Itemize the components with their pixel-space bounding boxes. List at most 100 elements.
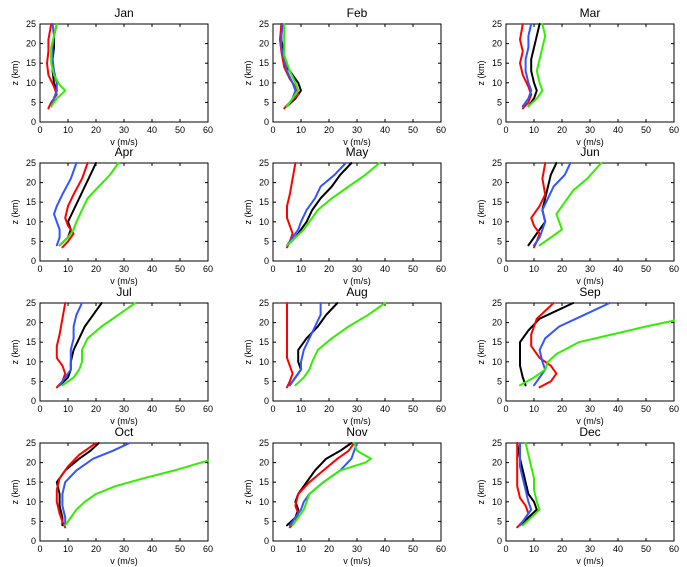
y-tick-label: 20 bbox=[26, 318, 36, 328]
y-axis-label: z (km) bbox=[10, 340, 20, 365]
x-tick-label: 20 bbox=[324, 264, 334, 274]
x-tick-label: 20 bbox=[324, 404, 334, 414]
series-blue-aug bbox=[288, 302, 322, 387]
x-tick-label: 60 bbox=[436, 544, 446, 554]
x-tick-label: 0 bbox=[37, 264, 42, 274]
y-tick-label: 15 bbox=[26, 58, 36, 68]
x-axis-label: v (m/s) bbox=[343, 416, 371, 426]
x-tick-label: 0 bbox=[270, 404, 275, 414]
x-tick-label: 30 bbox=[352, 125, 362, 135]
x-tick-label: 40 bbox=[613, 264, 623, 274]
series-black-aug bbox=[288, 302, 339, 387]
y-tick-label: 0 bbox=[31, 536, 36, 546]
y-tick-label: 25 bbox=[259, 438, 269, 448]
y-tick-label: 15 bbox=[259, 337, 269, 347]
plot-frame bbox=[39, 162, 209, 262]
x-tick-label: 50 bbox=[408, 125, 418, 135]
series-black-mar bbox=[527, 23, 541, 108]
y-tick-label: 20 bbox=[259, 318, 269, 328]
x-axis-label: v (m/s) bbox=[343, 137, 371, 147]
series-blue-may bbox=[286, 162, 347, 247]
y-tick-label: 15 bbox=[26, 197, 36, 207]
y-axis-label: z (km) bbox=[476, 200, 486, 225]
x-tick-label: 30 bbox=[119, 404, 129, 414]
y-tick-label: 10 bbox=[26, 357, 36, 367]
plot-frame bbox=[505, 162, 675, 262]
series-green-aug bbox=[294, 302, 386, 387]
y-tick-label: 10 bbox=[259, 217, 269, 227]
x-tick-label: 20 bbox=[91, 544, 101, 554]
panel-feb: Feb 0 10 20 30 40 50 60 0 5 10 15 20 25 v (m/s) z (km) bbox=[243, 6, 446, 147]
panel-title-may: May bbox=[346, 145, 369, 159]
panel-title-nov: Nov bbox=[346, 425, 367, 439]
panel-title-feb: Feb bbox=[347, 6, 368, 20]
series-green-jun bbox=[538, 162, 603, 247]
x-tick-label: 50 bbox=[641, 404, 651, 414]
y-axis-label: z (km) bbox=[476, 480, 486, 505]
y-tick-label: 25 bbox=[259, 298, 269, 308]
x-tick-label: 0 bbox=[503, 404, 508, 414]
y-tick-label: 5 bbox=[497, 97, 502, 107]
y-tick-label: 10 bbox=[492, 497, 502, 507]
series-green-jan bbox=[50, 23, 67, 108]
x-tick-label: 10 bbox=[529, 544, 539, 554]
x-tick-label: 40 bbox=[380, 125, 390, 135]
y-tick-label: 25 bbox=[259, 19, 269, 29]
y-tick-label: 20 bbox=[492, 318, 502, 328]
x-tick-label: 40 bbox=[147, 404, 157, 414]
x-tick-label: 0 bbox=[270, 125, 275, 135]
x-tick-label: 60 bbox=[669, 125, 679, 135]
y-tick-label: 5 bbox=[497, 376, 502, 386]
series-green-may bbox=[286, 162, 381, 247]
x-tick-label: 60 bbox=[203, 404, 213, 414]
series-blue-sep bbox=[533, 302, 611, 387]
series-red-oct bbox=[55, 442, 97, 529]
panel-nov: Nov 0 10 20 30 40 50 60 0 5 10 15 20 25 v (m/s) z (km) bbox=[243, 425, 446, 566]
x-axis-label: v (m/s) bbox=[110, 137, 138, 147]
x-tick-label: 10 bbox=[63, 404, 73, 414]
series-blue-oct bbox=[61, 442, 131, 527]
y-axis-label: z (km) bbox=[476, 340, 486, 365]
series-red-apr bbox=[61, 162, 89, 249]
y-tick-label: 5 bbox=[31, 516, 36, 526]
series-blue-jun bbox=[533, 162, 572, 247]
x-tick-label: 10 bbox=[63, 264, 73, 274]
panel-title-jun: Jun bbox=[580, 145, 599, 159]
x-tick-label: 60 bbox=[203, 125, 213, 135]
y-tick-label: 0 bbox=[497, 256, 502, 266]
y-tick-label: 5 bbox=[497, 236, 502, 246]
x-tick-label: 60 bbox=[669, 544, 679, 554]
x-tick-label: 60 bbox=[203, 544, 213, 554]
series-blue-dec bbox=[519, 442, 533, 527]
panel-title-jul: Jul bbox=[116, 285, 131, 299]
x-tick-label: 0 bbox=[270, 264, 275, 274]
x-axis-label: v (m/s) bbox=[110, 276, 138, 286]
series-green-feb bbox=[283, 23, 300, 108]
x-tick-label: 10 bbox=[63, 544, 73, 554]
plot-frame bbox=[505, 302, 675, 402]
panel-may: May 0 10 20 30 40 50 60 0 5 10 15 20 25 v (m/s) z (km) bbox=[243, 145, 446, 286]
plot-frame bbox=[272, 442, 442, 542]
y-tick-label: 0 bbox=[264, 536, 269, 546]
series-blue-nov bbox=[288, 442, 358, 527]
panel-title-jan: Jan bbox=[114, 6, 133, 20]
y-tick-label: 5 bbox=[264, 516, 269, 526]
y-tick-label: 10 bbox=[259, 497, 269, 507]
y-tick-label: 25 bbox=[26, 438, 36, 448]
x-tick-label: 50 bbox=[175, 264, 185, 274]
y-tick-label: 0 bbox=[31, 117, 36, 127]
series-black-sep bbox=[519, 302, 575, 387]
x-tick-label: 10 bbox=[529, 264, 539, 274]
x-tick-label: 40 bbox=[147, 125, 157, 135]
y-tick-label: 20 bbox=[26, 178, 36, 188]
x-tick-label: 50 bbox=[641, 544, 651, 554]
x-tick-label: 40 bbox=[613, 404, 623, 414]
panel-title-dec: Dec bbox=[579, 425, 600, 439]
x-tick-label: 40 bbox=[147, 544, 157, 554]
y-tick-label: 10 bbox=[259, 357, 269, 367]
y-axis-label: z (km) bbox=[243, 200, 253, 225]
y-tick-label: 15 bbox=[26, 477, 36, 487]
x-tick-label: 10 bbox=[296, 125, 306, 135]
panel-dec: Dec 0 10 20 30 40 50 60 0 5 10 15 20 25 v (m/s) z (km) bbox=[476, 425, 679, 566]
